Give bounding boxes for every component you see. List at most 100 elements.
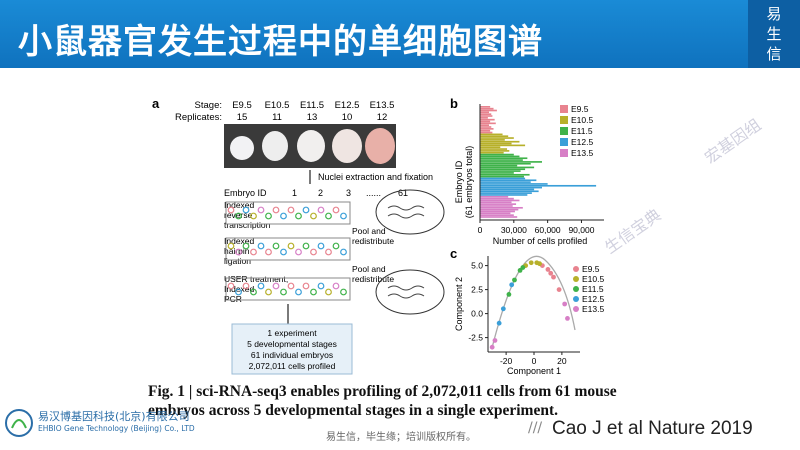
stage-name: E9.5	[232, 100, 252, 111]
well-dot	[265, 288, 272, 296]
bar	[480, 216, 518, 218]
well-dot	[310, 248, 317, 256]
legend-swatch	[573, 286, 579, 292]
bar	[480, 214, 514, 216]
copyright-note: 易生信，毕生缘；培训版权所有。	[326, 432, 476, 443]
legend-swatch	[560, 127, 568, 135]
scatter-point	[537, 261, 542, 267]
tick-label: -20	[500, 356, 513, 366]
replicate-count: 12	[377, 112, 388, 123]
well-dot	[272, 242, 280, 250]
panel-c-label: c	[450, 246, 457, 261]
paper-figure: a Stage: Replicates: E9.515E10.511E11.51…	[152, 96, 604, 376]
replicate-count: 10	[342, 112, 353, 123]
well-dot	[287, 206, 295, 214]
embryo-image	[332, 129, 362, 163]
stage-name: E12.5	[335, 100, 360, 111]
bar	[480, 195, 509, 198]
company-logo-icon	[5, 409, 33, 437]
legend-swatch	[573, 276, 579, 282]
bar	[480, 139, 505, 141]
legend-label: E11.5	[582, 284, 604, 294]
bar	[480, 179, 537, 182]
bar	[480, 126, 492, 128]
bar	[480, 194, 528, 196]
bar	[480, 157, 528, 160]
bar	[480, 122, 496, 125]
stage-name: E13.5	[370, 100, 395, 111]
well-dot	[317, 282, 325, 290]
bar	[480, 175, 524, 178]
pool-label: Pool and redistribute	[352, 226, 394, 246]
bar	[480, 181, 531, 183]
legend-swatch	[560, 116, 568, 124]
well-dot	[265, 248, 272, 256]
bar	[480, 205, 513, 207]
legend-swatch	[573, 266, 579, 272]
bar	[480, 155, 520, 158]
well-dot	[295, 212, 302, 220]
bar	[480, 135, 509, 138]
well-dot	[302, 282, 310, 290]
well-dot	[272, 206, 280, 214]
panel-c-ticks: -20 0 20 5.0 2.5 0.0 -2.5	[468, 261, 567, 366]
scatter-point	[500, 306, 506, 312]
summary-line: 61 individual embryos	[251, 350, 333, 360]
panel-a-label: a	[152, 96, 160, 111]
zoom-ellipse	[375, 189, 445, 235]
well-dot	[287, 282, 295, 290]
bar	[480, 111, 490, 114]
stage-label: Stage:	[195, 100, 222, 111]
transcript-glyph	[387, 293, 425, 299]
scatter-point	[545, 267, 551, 272]
summary-line: 1 experiment	[267, 328, 317, 338]
company-name-cn: 易汉博基因科技(北京)有限公司	[38, 410, 190, 423]
bar	[480, 161, 542, 163]
well-dot	[332, 242, 340, 250]
bar	[480, 177, 526, 180]
scatter-point	[528, 260, 534, 266]
tick-label: -2.5	[468, 333, 483, 343]
scatter-point	[506, 292, 512, 297]
bar	[480, 148, 508, 150]
bar	[480, 173, 530, 176]
panel-b-ylabel: Embryo ID	[454, 160, 464, 203]
well-dot	[302, 206, 310, 214]
well-row	[225, 277, 351, 301]
bar	[480, 117, 488, 119]
step-ligation-label: Indexed hairpin ligation	[224, 236, 255, 266]
bar	[480, 208, 519, 211]
summary-box	[231, 323, 353, 375]
tick-label: 20	[557, 356, 567, 366]
bar	[480, 162, 531, 165]
citation: Cao J et al Nature 2019	[552, 418, 753, 439]
legend-swatch	[560, 138, 568, 146]
bar	[480, 186, 542, 189]
zoom-ellipse	[375, 269, 445, 315]
well-dot	[235, 212, 242, 220]
legend-label: E9.5	[582, 264, 600, 274]
panel-c-ylabel: Component 2	[454, 277, 464, 331]
company-name-en: EHBIO Gene Technology (Beijing) Co., LTD	[38, 424, 195, 433]
ref-mark: ///	[528, 420, 543, 436]
legend-swatch	[573, 306, 579, 312]
legend-label: E12.5	[571, 137, 593, 147]
bar	[480, 151, 504, 154]
well-dot	[310, 288, 317, 296]
bar	[480, 120, 491, 123]
well-row	[225, 237, 351, 261]
well-dot	[257, 282, 265, 290]
bar	[480, 188, 535, 191]
panel-b-xlabel: Number of cells profiled	[493, 236, 588, 246]
bar	[480, 113, 492, 115]
bar	[480, 168, 526, 171]
scatter-point	[512, 277, 517, 283]
bar	[480, 159, 523, 161]
well-dot	[272, 282, 280, 290]
well-dot	[250, 248, 257, 256]
well-dot	[250, 288, 257, 296]
tick-label: 60,000	[535, 225, 561, 235]
nuclei-step-label: Nuclei extraction and fixation	[318, 172, 433, 182]
